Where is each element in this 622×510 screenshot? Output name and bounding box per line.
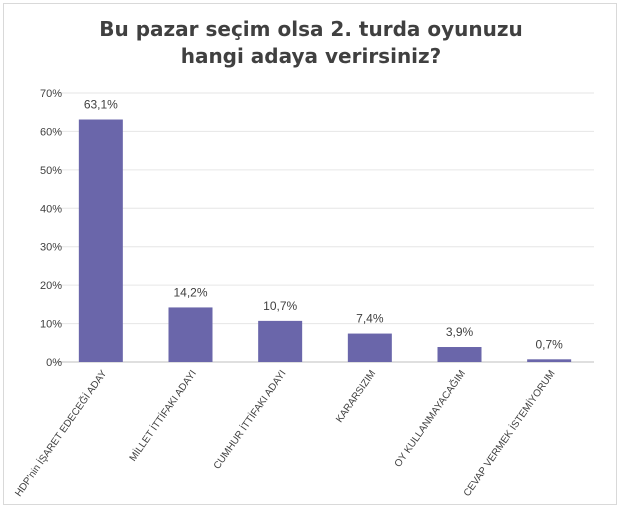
data-label: 7,4% bbox=[356, 312, 384, 326]
x-tick-label: CEVAP VERMEK İSTEMİYORUM bbox=[460, 367, 557, 498]
x-tick-label: MİLLET İTTİFAKI ADAYI bbox=[126, 367, 199, 463]
bar bbox=[78, 119, 123, 362]
y-tick-label: 70% bbox=[40, 88, 62, 100]
y-tick-label: 50% bbox=[40, 165, 62, 177]
bars bbox=[78, 119, 572, 362]
data-label: 14,2% bbox=[173, 285, 207, 299]
data-label: 3,9% bbox=[446, 325, 474, 339]
data-label: 10,7% bbox=[263, 299, 297, 313]
bar bbox=[347, 333, 392, 362]
bar bbox=[258, 320, 303, 362]
x-tick-label: HDP'nin İŞARET EDECEĞİ ADAY bbox=[12, 367, 110, 499]
chart-title-line-2: hangi adaya verirsiniz? bbox=[180, 44, 442, 68]
data-label: 63,1% bbox=[84, 98, 118, 112]
data-labels: 63,1% 14,2% 10,7% 7,4% 3,9% 0,7% bbox=[84, 98, 563, 352]
bar bbox=[527, 359, 572, 362]
y-tick-label: 20% bbox=[40, 280, 62, 292]
y-tick-label: 0% bbox=[46, 357, 62, 369]
y-tick-label: 10% bbox=[40, 319, 62, 331]
y-tick-label: 40% bbox=[40, 203, 62, 215]
y-tick-label: 30% bbox=[40, 242, 62, 254]
y-axis-tick-labels: 0% 10% 20% 30% 40% 50% 60% 70% bbox=[40, 88, 62, 369]
chart-title-line-1: Bu pazar seçim olsa 2. turda oyunuzu bbox=[99, 17, 523, 41]
gridlines bbox=[56, 92, 594, 363]
x-tick-label: CUMHUR İTTİFAKI ADAYI bbox=[210, 367, 288, 471]
bar bbox=[168, 307, 213, 362]
x-tick-label: OY KULLANMAYACAĞIM bbox=[391, 367, 468, 469]
data-label: 0,7% bbox=[535, 337, 563, 351]
bar bbox=[437, 347, 482, 362]
y-tick-label: 60% bbox=[40, 126, 62, 138]
x-axis-tick-labels: HDP'nin İŞARET EDECEĞİ ADAY MİLLET İTTİFA… bbox=[12, 367, 558, 499]
chart-title: Bu pazar seçim olsa 2. turda oyunuzu han… bbox=[0, 16, 622, 70]
x-tick-label: KARARSIZIM bbox=[334, 368, 378, 424]
